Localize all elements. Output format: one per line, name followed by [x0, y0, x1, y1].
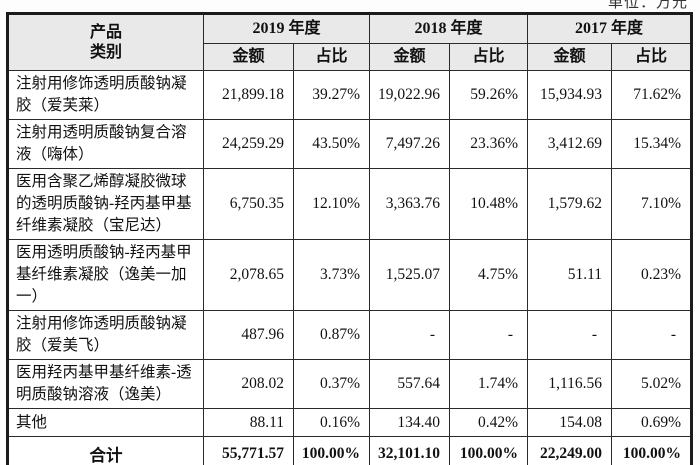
header-amount-2019: 金额 [203, 43, 294, 71]
header-ratio-2019: 占比 [293, 43, 370, 71]
table-row: 其他 88.11 0.16% 134.40 0.42% 154.08 0.69% [7, 408, 692, 437]
unit-note: 单位：万元 [607, 0, 688, 11]
product-revenue-table: 产品 类别 2019 年度 2018 年度 2017 年度 金额 占比 金额 占… [6, 12, 693, 465]
ratio-2018: 4.75% [449, 239, 528, 311]
product-name: 其他 [7, 408, 204, 437]
table-row: 医用羟丙基甲基纤维素-透明质酸钠溶液（逸美） 208.02 0.37% 557.… [7, 359, 692, 409]
amount-2019: 6,750.35 [203, 168, 294, 240]
amount-2017: 3,412.69 [527, 119, 612, 169]
product-name: 医用透明质酸钠-羟丙基甲基纤维素凝胶（逸美一加一） [7, 239, 204, 311]
table-row: 注射用修饰透明质酸钠凝胶（爱芙莱） 21,899.18 39.27% 19,02… [7, 70, 692, 120]
header-amount-2018: 金额 [369, 43, 450, 71]
amount-2018: 3,363.76 [369, 168, 450, 240]
table-row: 注射用透明质酸钠复合溶液（嗨体） 24,259.29 43.50% 7,497.… [7, 119, 692, 169]
ratio-2018: 1.74% [449, 359, 528, 409]
amount-2019: 21,899.18 [203, 70, 294, 120]
ratio-2017: 71.62% [611, 70, 692, 120]
total-amount-2017: 22,249.00 [527, 436, 612, 465]
amount-2017: 51.11 [527, 239, 612, 311]
amount-2019: 2,078.65 [203, 239, 294, 311]
header-year-2019: 2019 年度 [203, 13, 370, 44]
ratio-2019: 43.50% [293, 119, 370, 169]
ratio-2018: 0.42% [449, 408, 528, 437]
ratio-2019: 0.16% [293, 408, 370, 437]
ratio-2017: 5.02% [611, 359, 692, 409]
header-year-2018: 2018 年度 [369, 13, 528, 44]
ratio-2019: 3.73% [293, 239, 370, 311]
header-product-line2: 类别 [89, 43, 122, 61]
amount-2017: 1,116.56 [527, 359, 612, 409]
amount-2019: 24,259.29 [203, 119, 294, 169]
ratio-2019: 39.27% [293, 70, 370, 120]
amount-2019: 208.02 [203, 359, 294, 409]
total-label: 合计 [7, 436, 204, 465]
total-ratio-2018: 100.00% [449, 436, 528, 465]
product-name: 医用羟丙基甲基纤维素-透明质酸钠溶液（逸美） [7, 359, 204, 409]
table-row: 医用含聚乙烯醇凝胶微球的透明质酸钠-羟丙基甲基纤维素凝胶（宝尼达） 6,750.… [7, 168, 692, 240]
header-row-years: 产品 类别 2019 年度 2018 年度 2017 年度 [7, 13, 692, 71]
ratio-2018: 59.26% [449, 70, 528, 120]
ratio-2018: 23.36% [449, 119, 528, 169]
ratio-2018: 10.48% [449, 168, 528, 240]
header-year-2017: 2017 年度 [527, 13, 692, 44]
header-ratio-2017: 占比 [611, 43, 692, 71]
total-amount-2019: 55,771.57 [203, 436, 294, 465]
ratio-2017: - [611, 310, 692, 360]
amount-2017: 154.08 [527, 408, 612, 437]
product-name: 医用含聚乙烯醇凝胶微球的透明质酸钠-羟丙基甲基纤维素凝胶（宝尼达） [7, 168, 204, 240]
ratio-2018: - [449, 310, 528, 360]
header-ratio-2018: 占比 [449, 43, 528, 71]
table-row: 注射用修饰透明质酸钠凝胶（爱美飞） 487.96 0.87% - - - - [7, 310, 692, 360]
amount-2017: 1,579.62 [527, 168, 612, 240]
product-name: 注射用修饰透明质酸钠凝胶（爱芙莱） [7, 70, 204, 120]
total-ratio-2017: 100.00% [611, 436, 692, 465]
ratio-2019: 0.37% [293, 359, 370, 409]
ratio-2017: 7.10% [611, 168, 692, 240]
amount-2018: 7,497.26 [369, 119, 450, 169]
product-name: 注射用透明质酸钠复合溶液（嗨体） [7, 119, 204, 169]
amount-2018: - [369, 310, 450, 360]
total-row: 合计 55,771.57 100.00% 32,101.10 100.00% 2… [7, 436, 692, 465]
header-product-category: 产品 类别 [7, 13, 204, 71]
amount-2019: 88.11 [203, 408, 294, 437]
ratio-2017: 0.23% [611, 239, 692, 311]
amount-2017: 15,934.93 [527, 70, 612, 120]
amount-2018: 19,022.96 [369, 70, 450, 120]
total-amount-2018: 32,101.10 [369, 436, 450, 465]
amount-2018: 557.64 [369, 359, 450, 409]
total-ratio-2019: 100.00% [293, 436, 370, 465]
amount-2018: 1,525.07 [369, 239, 450, 311]
amount-2017: - [527, 310, 612, 360]
table-row: 医用透明质酸钠-羟丙基甲基纤维素凝胶（逸美一加一） 2,078.65 3.73%… [7, 239, 692, 311]
header-product-line1: 产品 [89, 23, 122, 41]
amount-2018: 134.40 [369, 408, 450, 437]
ratio-2017: 0.69% [611, 408, 692, 437]
amount-2019: 487.96 [203, 310, 294, 360]
header-amount-2017: 金额 [527, 43, 612, 71]
ratio-2017: 15.34% [611, 119, 692, 169]
ratio-2019: 12.10% [293, 168, 370, 240]
ratio-2019: 0.87% [293, 310, 370, 360]
product-name: 注射用修饰透明质酸钠凝胶（爱美飞） [7, 310, 204, 360]
header-row-measures: 金额 占比 金额 占比 金额 占比 [8, 43, 692, 71]
